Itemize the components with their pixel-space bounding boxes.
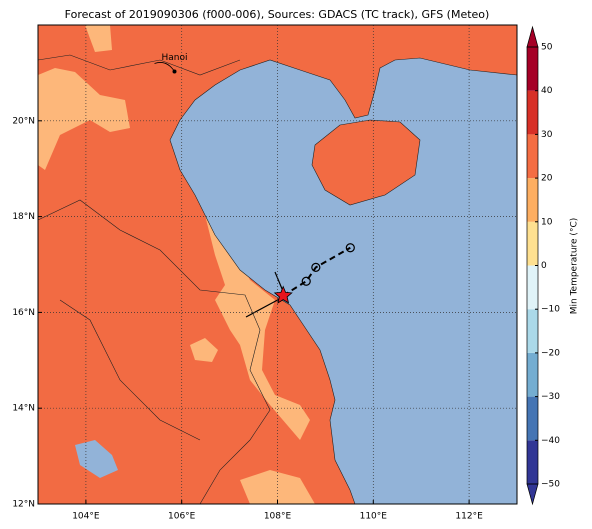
colorbar-tick-label: −40: [541, 436, 560, 446]
track-point: [345, 243, 355, 253]
y-tick-label: 20°N: [12, 116, 35, 126]
x-tick-label: 112°E: [455, 512, 483, 522]
colorbar-bin: [527, 221, 538, 266]
x-tick-label: 104°E: [72, 512, 100, 522]
colorbar-tick-label: 10: [541, 217, 553, 227]
colorbar: −50 −40 −30 −20 −10 0 10 20 30 40 50: [526, 25, 560, 506]
y-tick-label: 18°N: [12, 212, 35, 222]
colorbar-extend-bottom: [526, 483, 539, 506]
x-tick-label: 110°E: [360, 512, 388, 522]
colorbar-bin: [527, 440, 538, 484]
track-line: [282, 246, 351, 297]
track-point: [311, 262, 321, 272]
marks: Hanoi: [154, 53, 355, 304]
sea: [169, 57, 518, 505]
map-frame: [37, 24, 518, 505]
colorbar-bin: [527, 352, 538, 397]
colorbar-bin: [527, 309, 538, 353]
river: [154, 62, 175, 72]
city-label: Hanoi: [162, 53, 188, 63]
colorbar-tick-label: −20: [541, 348, 560, 358]
hainan-island: [311, 119, 421, 206]
x-tick-label: 106°E: [168, 512, 196, 522]
warm-area: [38, 68, 130, 170]
colorbar-tick-label: 20: [541, 174, 553, 184]
cool-area: [75, 440, 118, 478]
track-point: [301, 276, 311, 286]
x-tick-label: 108°E: [264, 512, 292, 522]
colorbar-tick-label: 0: [541, 261, 547, 271]
y-tick-label: 12°N: [12, 500, 35, 510]
colorbar-tick-label: −10: [541, 305, 560, 315]
colorbar-bin: [527, 178, 538, 222]
colorbar-bin: [527, 134, 538, 179]
border: [37, 54, 271, 505]
colorbar-tick-label: 50: [541, 43, 553, 53]
chart-title: Forecast of 2019090306 (f000-006), Sourc…: [65, 8, 490, 21]
colorbar-extend-top: [526, 25, 539, 48]
colorbar-label: Min Temperature (°C): [570, 218, 580, 315]
y-tick-label: 14°N: [12, 404, 35, 414]
colorbar-tick-label: −50: [541, 480, 560, 490]
warm-area: [190, 338, 218, 362]
y-tick-label: 16°N: [12, 308, 35, 318]
warm-area: [205, 215, 310, 440]
colorbar-bin: [527, 90, 538, 135]
colorbar-tick-label: 40: [541, 86, 553, 96]
colorbar-bin: [527, 265, 538, 310]
warm-area: [85, 25, 112, 52]
colorbar-bin: [527, 47, 538, 91]
colorbar-tick-label: −30: [541, 392, 560, 402]
colorbar-bin: [527, 396, 538, 441]
storm-position: [273, 285, 293, 304]
map-layer: [37, 25, 518, 505]
colorbar-tick-label: 30: [541, 130, 553, 140]
